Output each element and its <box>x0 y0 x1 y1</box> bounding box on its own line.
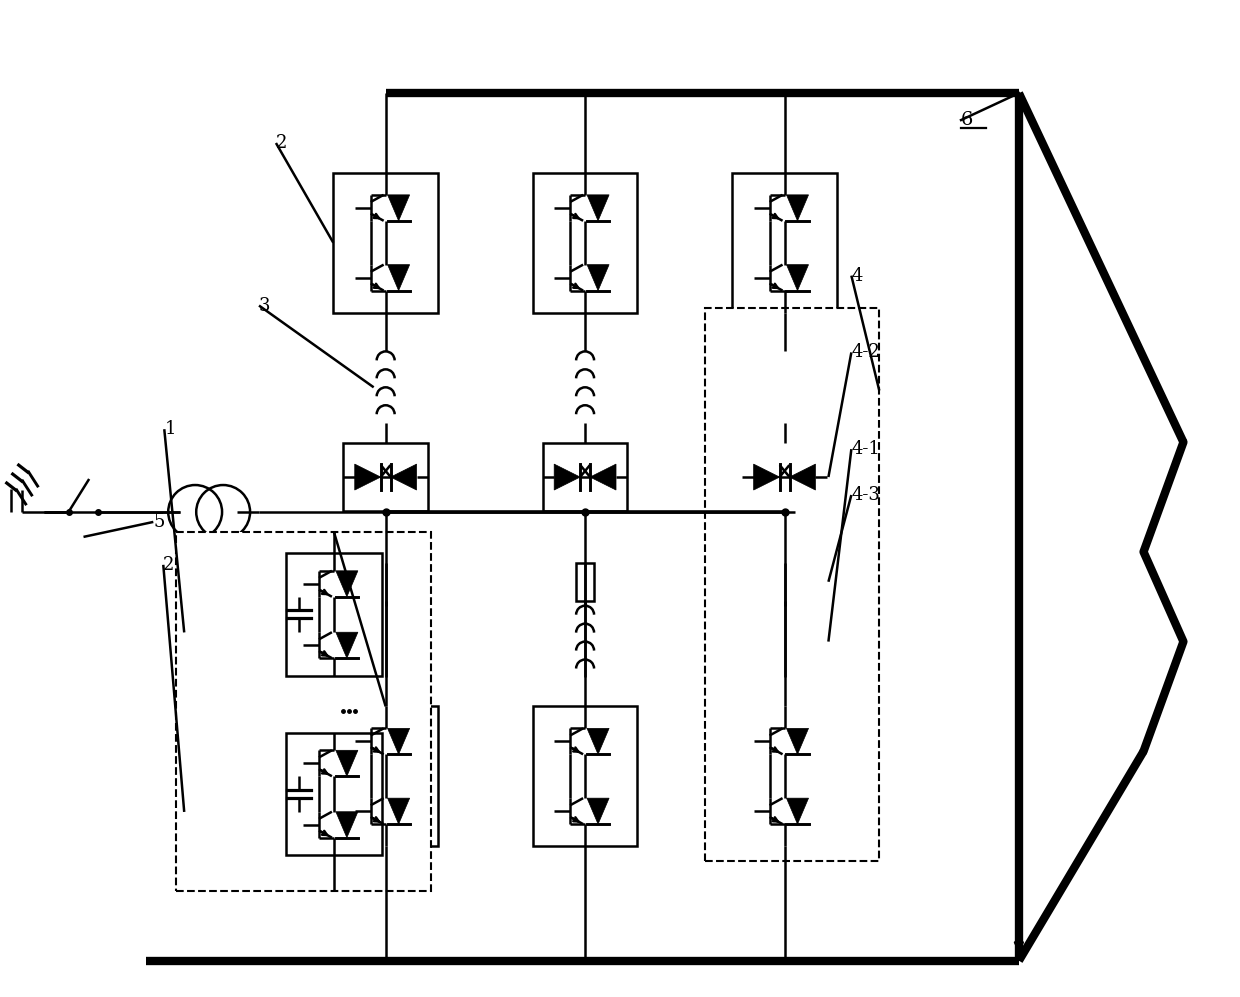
Bar <box>285 733 382 855</box>
Polygon shape <box>388 799 409 825</box>
Polygon shape <box>336 632 358 658</box>
Polygon shape <box>388 194 409 220</box>
Bar <box>533 172 637 312</box>
Polygon shape <box>391 464 417 490</box>
Polygon shape <box>587 799 609 825</box>
Polygon shape <box>786 194 808 220</box>
Polygon shape <box>587 264 609 290</box>
Text: 1: 1 <box>164 420 176 439</box>
Polygon shape <box>786 264 808 290</box>
Bar <box>732 172 837 312</box>
Polygon shape <box>554 464 580 490</box>
Bar <box>743 443 827 511</box>
Bar <box>543 443 627 511</box>
Bar <box>285 553 382 676</box>
Text: 4: 4 <box>852 266 863 284</box>
Polygon shape <box>754 464 780 490</box>
Polygon shape <box>590 464 616 490</box>
Text: 5: 5 <box>154 512 165 531</box>
Polygon shape <box>786 729 808 755</box>
Text: 4-2: 4-2 <box>852 343 880 361</box>
Polygon shape <box>587 194 609 220</box>
Polygon shape <box>336 812 358 837</box>
Text: 4-3: 4-3 <box>852 486 880 504</box>
Polygon shape <box>786 799 808 825</box>
Polygon shape <box>355 464 381 490</box>
Bar <box>343 443 428 511</box>
Bar <box>533 707 637 846</box>
Polygon shape <box>388 264 409 290</box>
Bar <box>704 307 879 861</box>
Text: 2: 2 <box>164 555 175 574</box>
Polygon shape <box>587 729 609 755</box>
Bar <box>334 707 438 846</box>
Text: 4-1: 4-1 <box>852 440 880 459</box>
Bar <box>334 172 438 312</box>
Bar <box>775 563 794 601</box>
Bar <box>176 532 430 891</box>
Text: 2: 2 <box>277 134 288 152</box>
Polygon shape <box>336 571 358 597</box>
Polygon shape <box>790 464 816 490</box>
Polygon shape <box>388 729 409 755</box>
Polygon shape <box>336 751 358 777</box>
Text: 6: 6 <box>961 111 973 129</box>
Bar <box>732 707 837 846</box>
Bar <box>377 563 394 601</box>
Text: 3: 3 <box>259 296 270 314</box>
Bar <box>577 563 594 601</box>
